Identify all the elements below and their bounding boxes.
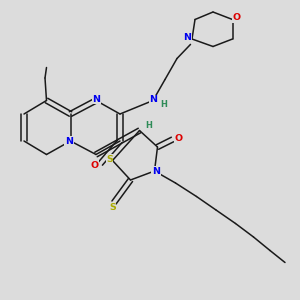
Text: O: O xyxy=(174,134,183,142)
Text: N: N xyxy=(93,94,101,103)
Text: O: O xyxy=(233,14,241,22)
Text: N: N xyxy=(152,167,160,176)
Text: N: N xyxy=(150,95,158,104)
Text: N: N xyxy=(65,136,73,146)
Text: S: S xyxy=(106,154,113,164)
Text: O: O xyxy=(90,160,99,169)
Text: N: N xyxy=(184,33,191,42)
Text: S: S xyxy=(109,203,116,212)
Text: H: H xyxy=(160,100,167,109)
Text: H: H xyxy=(146,122,152,130)
